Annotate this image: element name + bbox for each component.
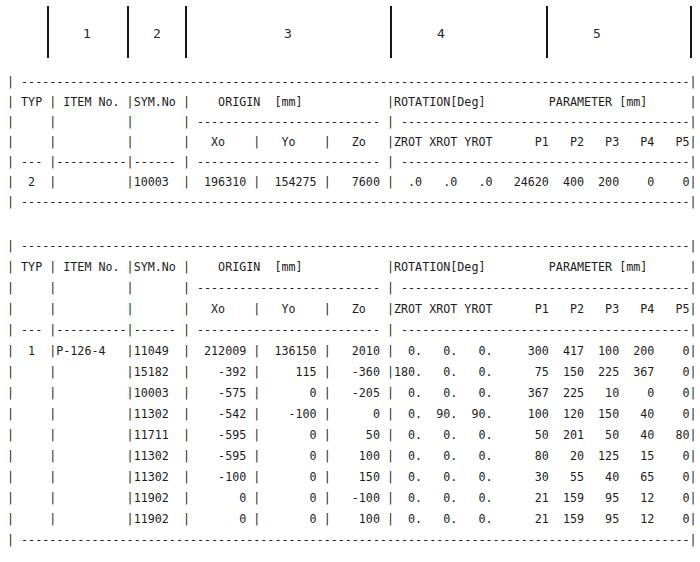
table-row: | --------------------------------------… — [7, 530, 697, 551]
ruler-section-label-4: 4 — [437, 27, 445, 40]
ruler-bar — [47, 6, 49, 58]
table-row: | | |15182 | -392 | 115 | -360 |180. 0. … — [7, 362, 697, 383]
ruler-bar — [185, 6, 187, 58]
ruler-bar — [390, 6, 392, 58]
parts-table-2: | --------------------------------------… — [7, 236, 697, 551]
parts-table-1: | --------------------------------------… — [7, 72, 697, 212]
table-row: | | |11302 | -595 | 0 | 100 | 0. 0. 0. 8… — [7, 446, 697, 467]
table-row: | --------------------------------------… — [7, 192, 697, 212]
table-row: | | | | -------------------------- | ---… — [7, 278, 697, 299]
table-row: | | | | Xo | Yo | Zo |ZROT XROT YROT P1 … — [7, 299, 697, 320]
table-row: | 2 | |10003 | 196310 | 154275 | 7600 | … — [7, 172, 697, 192]
table-row: | --------------------------------------… — [7, 236, 697, 257]
table-row: | | |10003 | -575 | 0 | -205 | 0. 0. 0. … — [7, 383, 697, 404]
ruler-section-label-1: 1 — [83, 27, 91, 40]
table-row: | --- |----------|------ | -------------… — [7, 320, 697, 341]
table-row: | | |11711 | -595 | 0 | 50 | 0. 0. 0. 50… — [7, 425, 697, 446]
report-page: { "ruler": { "labels": ["1", "2", "3", "… — [0, 0, 700, 562]
ruler-bar — [127, 6, 129, 58]
ruler-bar — [546, 6, 548, 58]
table-row: | --- |----------|------ | -------------… — [7, 152, 697, 172]
ruler-section-label-3: 3 — [284, 27, 292, 40]
table-row: | --------------------------------------… — [7, 72, 697, 92]
ruler-section-label-5: 5 — [593, 27, 601, 40]
table-row: | TYP | ITEM No. |SYM.No | ORIGIN [mm] |… — [7, 257, 697, 278]
table-row: | TYP | ITEM No. |SYM.No | ORIGIN [mm] |… — [7, 92, 697, 112]
table-row: | | |11302 | -542 | -100 | 0 | 0. 90. 90… — [7, 404, 697, 425]
table-row: | | |11902 | 0 | 0 | -100 | 0. 0. 0. 21 … — [7, 488, 697, 509]
column-ruler: 1 2 3 4 5 — [0, 0, 700, 66]
table-row: | | |11902 | 0 | 0 | 100 | 0. 0. 0. 21 1… — [7, 509, 697, 530]
ruler-bar — [690, 6, 692, 58]
table-row: | | |11302 | -100 | 0 | 150 | 0. 0. 0. 3… — [7, 467, 697, 488]
table-row: | 1 |P-126-4 |11049 | 212009 | 136150 | … — [7, 341, 697, 362]
ruler-section-label-2: 2 — [153, 27, 161, 40]
table-row: | | | | Xo | Yo | Zo |ZROT XROT YROT P1 … — [7, 132, 697, 152]
table-row: | | | | -------------------------- | ---… — [7, 112, 697, 132]
